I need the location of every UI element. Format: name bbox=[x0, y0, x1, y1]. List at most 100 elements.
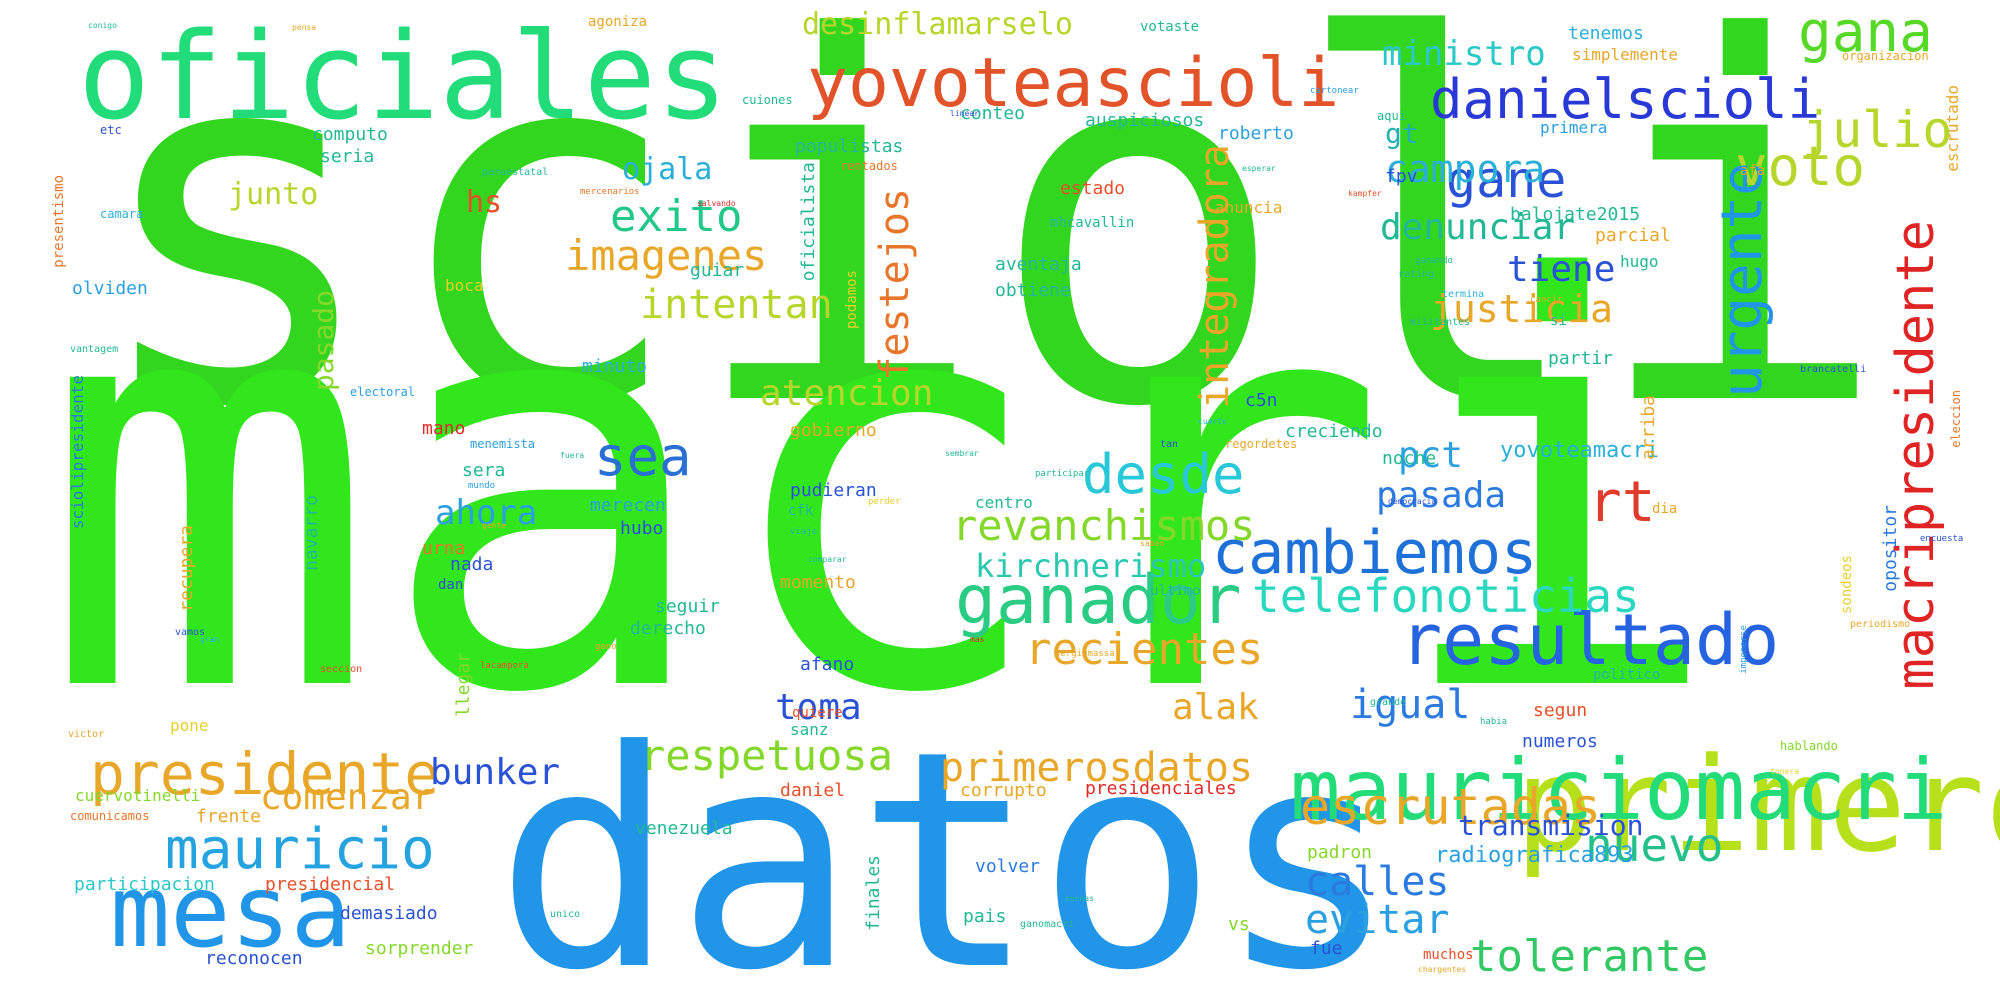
cloud-word-cambiemos: cambiemos bbox=[1212, 518, 1538, 588]
cloud-word-julio: julio bbox=[1802, 101, 1953, 159]
cloud-word-daniel: daniel bbox=[780, 780, 846, 801]
cloud-word-agoniza: agoniza bbox=[588, 14, 648, 30]
cloud-word-tan: tan bbox=[1160, 439, 1179, 450]
cloud-word-radiografica893: radiografica893 bbox=[1435, 843, 1634, 868]
cloud-word-habia: habia bbox=[1480, 717, 1508, 727]
cloud-word-hs: hs bbox=[466, 185, 503, 220]
cloud-word-gran: gran bbox=[200, 635, 220, 644]
cloud-word-victor: victor bbox=[68, 729, 105, 740]
cloud-word-buenas: buenas bbox=[1065, 894, 1094, 903]
cloud-word-numeros: numeros bbox=[1522, 731, 1598, 752]
cloud-word-sera: sera bbox=[462, 460, 506, 481]
cloud-word-merecen: merecen bbox=[590, 495, 666, 516]
cloud-word-mundo: mundo bbox=[468, 481, 496, 491]
cloud-word-finales: finales bbox=[863, 855, 884, 931]
cloud-word-rentados: rentados bbox=[840, 159, 898, 173]
cloud-word-regordetes: regordetes bbox=[1225, 437, 1298, 451]
cloud-word-denunciar: denunciar bbox=[1380, 207, 1576, 248]
cloud-word-podamos: podamos bbox=[844, 270, 860, 330]
cloud-word-salvando: salvando bbox=[697, 199, 736, 208]
cloud-word-toma: toma bbox=[775, 687, 862, 728]
cloud-word-escrutadas: escrutadas bbox=[1300, 778, 1602, 836]
cloud-word-estado: estado bbox=[1060, 178, 1126, 199]
cloud-word-hablando: hablando bbox=[1780, 739, 1838, 753]
cloud-word-chargentes: chargentes bbox=[1418, 965, 1467, 974]
cloud-word-oficiales: oficiales bbox=[78, 8, 729, 147]
cloud-word-justicia: justicia bbox=[1430, 287, 1614, 331]
cloud-word-militantes: militantes bbox=[1410, 317, 1471, 328]
cloud-word-tenemos: tenemos bbox=[1568, 23, 1644, 44]
cloud-word-vamos: vamos bbox=[175, 627, 206, 638]
cloud-word-unico: unico bbox=[550, 909, 581, 920]
cloud-word-voto: voto bbox=[1735, 135, 1866, 198]
cloud-word-presidente: presidente bbox=[90, 740, 440, 808]
cloud-word-populistas: populistas bbox=[795, 136, 904, 157]
cloud-word-scioli-presidente: sciolipresidente bbox=[68, 375, 87, 530]
cloud-word-llegar: llegar bbox=[453, 652, 474, 718]
cloud-word-comparar: comparar bbox=[808, 555, 847, 564]
cloud-word-gt: gt bbox=[1385, 117, 1419, 150]
cloud-word-seguir: seguir bbox=[655, 596, 721, 617]
cloud-word-volver: volver bbox=[975, 856, 1041, 877]
cloud-word-exito: exito bbox=[610, 191, 743, 242]
cloud-word-respetuosa: respetuosa bbox=[640, 731, 893, 780]
cloud-word-scioli: scioli bbox=[85, 0, 1892, 516]
cloud-word-balojate2015: balojate2015 bbox=[1510, 204, 1641, 225]
cloud-word-bunker: bunker bbox=[430, 752, 561, 793]
cloud-word-derecho: derecho bbox=[630, 618, 706, 639]
cloud-word-sea: sea bbox=[594, 425, 692, 488]
cloud-word-pone: pone bbox=[170, 716, 209, 735]
cloud-word-afa: afa bbox=[1740, 163, 1766, 179]
cloud-word-viaje: viaje bbox=[790, 527, 818, 537]
cloud-word-ultimo: ultimo bbox=[1150, 583, 1201, 599]
cloud-word-sanz: sanz bbox=[790, 720, 829, 739]
cloud-word-participacion: participacion bbox=[74, 874, 215, 895]
cloud-word-momento: momento bbox=[780, 572, 856, 593]
cloud-word-transmision: transmision bbox=[1458, 809, 1644, 842]
cloud-word-mercenarios: mercenarios bbox=[580, 187, 640, 197]
cloud-word-pct: pct bbox=[1398, 435, 1464, 476]
cloud-word-padron: padron bbox=[1307, 842, 1373, 863]
cloud-word-ahora: ahora bbox=[435, 493, 538, 533]
cloud-word-presidenciales: presidenciales bbox=[1085, 778, 1237, 799]
cloud-word-mauriciomacri: mauriciomacri bbox=[1290, 741, 1948, 839]
cloud-word-imagenes: imagenes bbox=[565, 231, 768, 280]
cloud-word-partir: partir bbox=[1548, 348, 1614, 369]
cloud-word-anuncia: anuncia bbox=[1215, 198, 1283, 217]
cloud-word-tonera: tonera bbox=[1770, 767, 1799, 776]
cloud-word-urna: urna bbox=[422, 538, 466, 559]
cloud-word-conteo: conteo bbox=[960, 103, 1026, 124]
cloud-word-arriba: arriba bbox=[1638, 395, 1659, 461]
cloud-word-macri: macri bbox=[40, 164, 1726, 816]
cloud-word-primerosdatos: primerosdatos bbox=[940, 745, 1254, 791]
cloud-word-cartonear: cartonear bbox=[1310, 86, 1359, 96]
cloud-word-quiere: quiere bbox=[792, 705, 843, 721]
cloud-word-seria: seria bbox=[320, 146, 375, 167]
cloud-word-seccion: seccion bbox=[320, 664, 363, 675]
cloud-word-mano: mano bbox=[422, 418, 466, 439]
cloud-word-hubo: hubo bbox=[620, 518, 664, 539]
cloud-word-mas2: mas bbox=[970, 635, 985, 644]
cloud-word-ganador: ganador bbox=[955, 561, 1242, 640]
cloud-word-simplemente: simplemente bbox=[1572, 45, 1678, 64]
cloud-word-desde: desde bbox=[1082, 443, 1245, 506]
cloud-word-dia: dia bbox=[1652, 501, 1678, 517]
cloud-word-periodismo: periodismo bbox=[1850, 619, 1911, 630]
cloud-word-centro: centro bbox=[975, 493, 1033, 512]
cloud-word-nuevo: nuevo bbox=[1585, 818, 1724, 872]
cloud-word-tolerante: tolerante bbox=[1470, 931, 1709, 982]
cloud-word-igual: igual bbox=[1350, 682, 1471, 728]
cloud-word-danielscioli: danielscioli bbox=[1430, 68, 1821, 131]
cloud-word-aqui: aqui bbox=[1377, 109, 1406, 123]
cloud-word-afano: afano bbox=[800, 654, 855, 675]
cloud-word-tiene: tiene bbox=[1507, 249, 1616, 290]
cloud-word-festejos: festejos bbox=[872, 188, 918, 381]
cloud-word-cancir: cancir bbox=[1530, 295, 1563, 305]
cloud-word-venezuela: venezuela bbox=[635, 818, 733, 839]
cloud-word-organizacion: organizacion bbox=[1842, 49, 1929, 63]
cloud-word-comunicamos: comunicamos bbox=[70, 809, 150, 823]
cloud-word-presidencial: presidencial bbox=[265, 874, 396, 895]
cloud-word-brancatelli: brancatelli bbox=[1800, 364, 1867, 375]
cloud-word-kampfer: kampfer bbox=[1348, 189, 1382, 198]
cloud-word-vs: vs bbox=[1228, 914, 1250, 935]
